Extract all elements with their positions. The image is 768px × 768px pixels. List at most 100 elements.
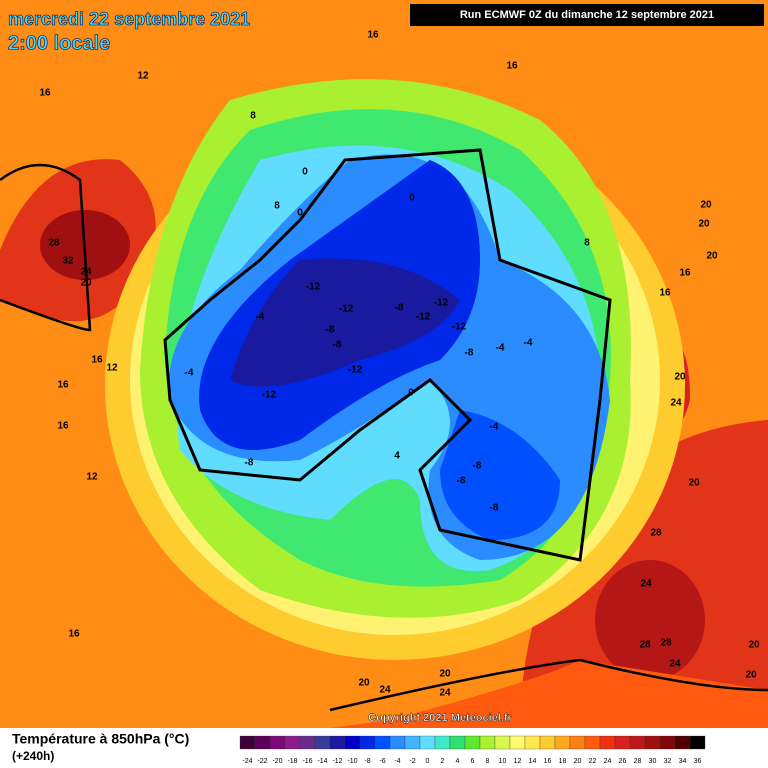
- contour-label: 28: [650, 528, 662, 539]
- contour-label: 12: [86, 472, 98, 483]
- contour-label: -12: [306, 282, 321, 293]
- contour-label: -4: [496, 343, 505, 354]
- legend-swatch: [329, 735, 346, 750]
- contour-label: -8: [473, 461, 482, 472]
- legend-label: 34: [679, 758, 687, 765]
- isotherm-24: [0, 163, 92, 332]
- legend-label: -8: [364, 758, 370, 765]
- legend-swatch: [614, 735, 631, 750]
- contour-label: 20: [706, 251, 718, 262]
- contour-label: 28: [660, 638, 672, 649]
- contour-label: -8: [395, 303, 404, 314]
- legend-swatch: [374, 735, 391, 750]
- legend-label: 32: [664, 758, 672, 765]
- contour-label: 16: [91, 355, 103, 366]
- legend-swatch: [389, 735, 406, 750]
- run-info: Run ECMWF 0Z du dimanche 12 septembre 20…: [460, 9, 714, 21]
- contour-label: 20: [439, 669, 451, 680]
- legend-label: -16: [302, 758, 312, 765]
- legend-swatch: [584, 735, 601, 750]
- legend-swatch: [254, 735, 271, 750]
- legend-label: -10: [347, 758, 357, 765]
- legend-swatch: [299, 735, 316, 750]
- legend-label: 8: [486, 758, 490, 765]
- legend-swatch: [539, 735, 556, 750]
- map-title: Température à 850hPa (°C): [12, 731, 189, 747]
- legend-label: -24: [242, 758, 252, 765]
- copyright: Copyright 2021 Meteociel.fr: [368, 712, 512, 724]
- contour-label: 24: [640, 579, 652, 590]
- legend-label: -18: [287, 758, 297, 765]
- contour-label: 16: [57, 421, 69, 432]
- legend-swatch: [554, 735, 571, 750]
- legend-label: 22: [589, 758, 597, 765]
- legend-swatch: [449, 735, 466, 750]
- contour-label: -4: [256, 312, 265, 323]
- contour-label: 16: [68, 629, 80, 640]
- contour-label: 20: [674, 372, 686, 383]
- legend-swatch: [629, 735, 646, 750]
- contour-label: 24: [669, 659, 681, 670]
- contour-label: 12: [106, 363, 118, 374]
- legend-label: -20: [272, 758, 282, 765]
- legend-label: 12: [514, 758, 522, 765]
- contour-label: 20: [700, 200, 712, 211]
- contour-label: 12: [137, 71, 149, 82]
- legend-swatch: [419, 735, 436, 750]
- legend-swatch: [239, 735, 256, 750]
- legend-label: 30: [649, 758, 657, 765]
- contour-label: 24: [379, 685, 391, 696]
- contour-label: -8: [465, 348, 474, 359]
- contour-label: 20: [688, 478, 700, 489]
- legend-swatch: [359, 735, 376, 750]
- legend-label: 16: [544, 758, 552, 765]
- contour-label: 28: [639, 640, 651, 651]
- contour-minus-8: [440, 410, 560, 540]
- contour-label: -12: [452, 322, 467, 333]
- run-banner: [410, 4, 764, 26]
- zero-isotherm: [163, 148, 612, 562]
- legend-label: -12: [332, 758, 342, 765]
- contour-label: 16: [506, 61, 518, 72]
- color-legend: -24 -22 -20 -18 -16 -14 -12 -10 -8 -6 -4 -2 0 2 4 6 8 10 1…: [239, 735, 706, 765]
- legend-label: -14: [317, 758, 327, 765]
- legend-swatch: [434, 735, 451, 750]
- contour-label: 16: [679, 268, 691, 279]
- legend-label: 24: [604, 758, 612, 765]
- contour-label: 0: [302, 167, 308, 178]
- legend-label: 6: [471, 758, 475, 765]
- legend-label: 26: [619, 758, 627, 765]
- contour-label: -12: [348, 365, 363, 376]
- contour-label: -4: [490, 422, 499, 433]
- warm-core: [595, 560, 705, 680]
- contour-label: 8: [584, 238, 590, 249]
- legend-label: 10: [499, 758, 507, 765]
- legend-swatch: [599, 735, 616, 750]
- legend-swatch: [464, 735, 481, 750]
- legend-swatch: [284, 735, 301, 750]
- contour-label: 20: [698, 219, 710, 230]
- legend-swatch: [524, 735, 541, 750]
- legend-label: 28: [634, 758, 642, 765]
- legend-label: 36: [694, 758, 702, 765]
- legend-swatch: [674, 735, 691, 750]
- legend-swatch: [344, 735, 361, 750]
- legend-label: -2: [409, 758, 415, 765]
- contour-label: 20: [80, 278, 92, 289]
- legend-label: 2: [441, 758, 445, 765]
- legend-swatch: [269, 735, 286, 750]
- legend-label: 14: [529, 758, 537, 765]
- contour-minus-12: [230, 258, 460, 387]
- legend-label: -6: [379, 758, 385, 765]
- legend-label: 20: [574, 758, 582, 765]
- contour-label: 24: [80, 267, 92, 278]
- contour-label: -8: [333, 340, 342, 351]
- contour-label: 16: [367, 30, 379, 41]
- contour-label: -12: [262, 390, 277, 401]
- contour-label: 16: [39, 88, 51, 99]
- contour-label: -4: [185, 368, 194, 379]
- legend-swatch: [644, 735, 661, 750]
- contour-label: 8: [274, 201, 280, 212]
- contour-label: 20: [358, 678, 370, 689]
